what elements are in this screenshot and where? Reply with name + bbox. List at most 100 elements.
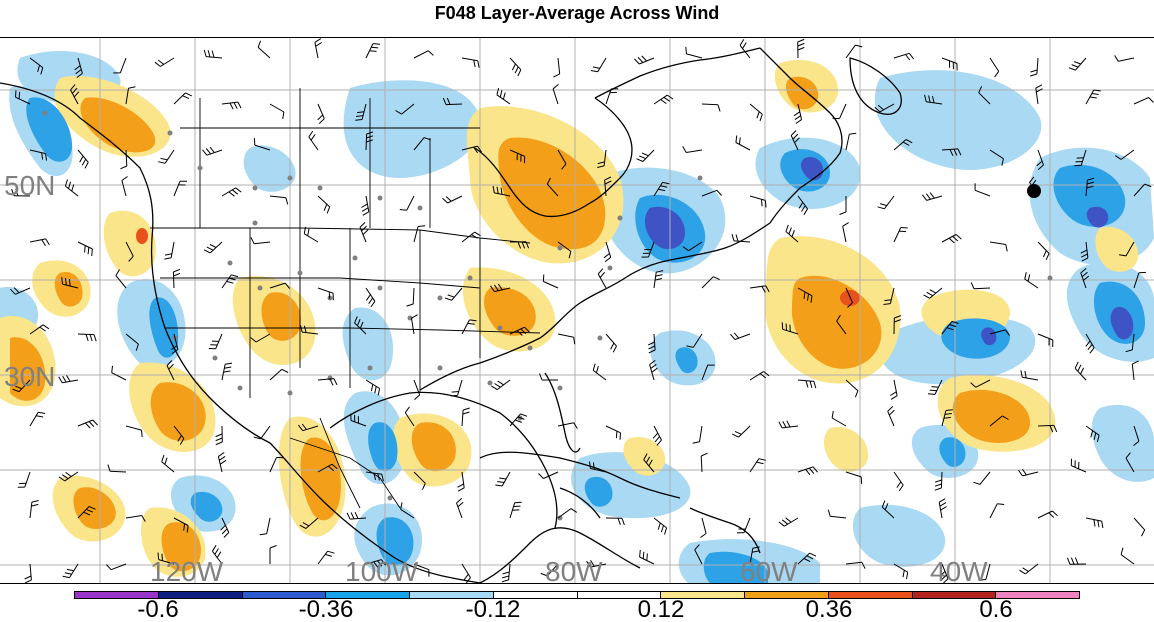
wind-barb-flag (399, 209, 407, 211)
wind-barb (110, 563, 127, 571)
wind-barb (845, 134, 850, 151)
wind-barb (989, 329, 1006, 335)
wind-barb-flag (758, 458, 766, 461)
wind-barb (797, 552, 811, 565)
wind-barb (893, 563, 908, 573)
wind-barb-flag (423, 137, 431, 141)
wind-barb-flag (300, 325, 303, 333)
wind-barb-flag (79, 155, 84, 163)
wind-barb-flag (849, 132, 857, 135)
wind-barb-flag (308, 130, 314, 138)
wind-barb-flag (902, 141, 910, 146)
wind-barb-flag (615, 431, 618, 439)
wind-barb (317, 550, 329, 565)
wind-barb-flag (499, 477, 507, 480)
wind-barb-flag (185, 92, 193, 97)
wind-barb-flag (520, 413, 528, 417)
wind-barb (546, 563, 559, 577)
wind-barb (461, 563, 471, 578)
wind-barb (836, 320, 847, 335)
wind-barb (831, 417, 847, 427)
wind-barb-flag (900, 227, 908, 229)
wind-barb-flag (85, 334, 89, 342)
wind-barb-flag (231, 189, 239, 195)
wind-barb-flag (211, 545, 217, 552)
wind-barb-flag (64, 572, 72, 575)
wind-barb-flag (365, 294, 371, 301)
wind-barb-flag (735, 135, 738, 143)
wind-barb (266, 517, 271, 534)
wind-barb-flag (40, 67, 44, 75)
wind-barb (842, 226, 847, 243)
wind-barb (974, 189, 991, 197)
wind-barb-flag (808, 467, 815, 474)
wind-barb-flag (617, 518, 621, 525)
wind-barb-flag (646, 553, 648, 561)
wind-barb (125, 425, 142, 431)
colorbar-label: 0.12 (637, 596, 685, 622)
wind-barb-flag (794, 137, 800, 144)
wind-barb-flag (836, 314, 841, 322)
wind-barb-flag (496, 186, 499, 194)
wind-barb (302, 331, 319, 335)
wind-barb (125, 149, 128, 167)
wind-barb-flag (76, 73, 83, 78)
wind-barb-flag (929, 289, 937, 294)
wind-barb-flag (641, 55, 647, 62)
wind-barb (975, 379, 991, 388)
wind-barb-flag (621, 518, 625, 526)
wind-barb-flag (444, 297, 452, 301)
wind-barb (989, 57, 1000, 72)
wind-barb-flag (604, 180, 612, 185)
wind-barb (989, 241, 1006, 245)
wind-barb-flag (1019, 569, 1026, 575)
wind-barb-flag (586, 560, 591, 568)
wind-barb (893, 227, 902, 243)
wind-barb (557, 57, 561, 74)
wind-barb-flag (568, 251, 572, 259)
wind-barb-flag (654, 278, 663, 281)
wind-barb-flag (502, 92, 506, 100)
wind-barb (1125, 457, 1135, 473)
wind-barb (839, 103, 847, 119)
wind-barb-flag (1089, 347, 1095, 354)
wind-barb-flag (354, 316, 358, 324)
wind-barb-flag (395, 110, 402, 115)
wind-barb-flag (11, 188, 15, 196)
wind-barb (1022, 471, 1039, 477)
wind-barb-flag (682, 246, 689, 252)
wind-barb (557, 149, 567, 165)
wind-barb (125, 241, 134, 257)
wind-barb-flag (957, 148, 962, 156)
wind-barb-flag (492, 185, 495, 193)
wind-barb-flag (994, 71, 1000, 78)
wind-barb-flag (281, 368, 289, 373)
wind-barb-flag (86, 508, 93, 513)
wind-barb (735, 142, 751, 151)
wind-barb-flag (168, 363, 174, 370)
wind-barb (158, 559, 175, 565)
wind-barb-flag (925, 193, 931, 200)
wind-barb (125, 333, 139, 345)
wind-barb-flag (250, 337, 257, 343)
wind-barb-flag (303, 325, 307, 333)
wind-barb (302, 425, 319, 432)
wind-barb (317, 463, 333, 473)
wind-barb-flag (561, 163, 567, 170)
wind-barb-flag (211, 50, 215, 58)
wind-barb (701, 276, 714, 289)
wind-barb (749, 458, 760, 473)
wind-barb-flag (685, 46, 687, 54)
wind-barb-flag (692, 441, 700, 444)
wind-barb (797, 379, 814, 382)
wind-barb (605, 425, 621, 434)
wind-barb-flag (597, 268, 604, 275)
wind-barb-flag (592, 66, 600, 69)
wind-barb-flag (943, 416, 951, 419)
wind-barb-flag (1074, 164, 1082, 167)
wind-barb (1085, 333, 1095, 348)
wind-barb-flag (756, 111, 760, 119)
wind-barb-flag (495, 484, 503, 487)
wind-barb (893, 379, 898, 396)
wind-barb-flag (514, 501, 522, 504)
